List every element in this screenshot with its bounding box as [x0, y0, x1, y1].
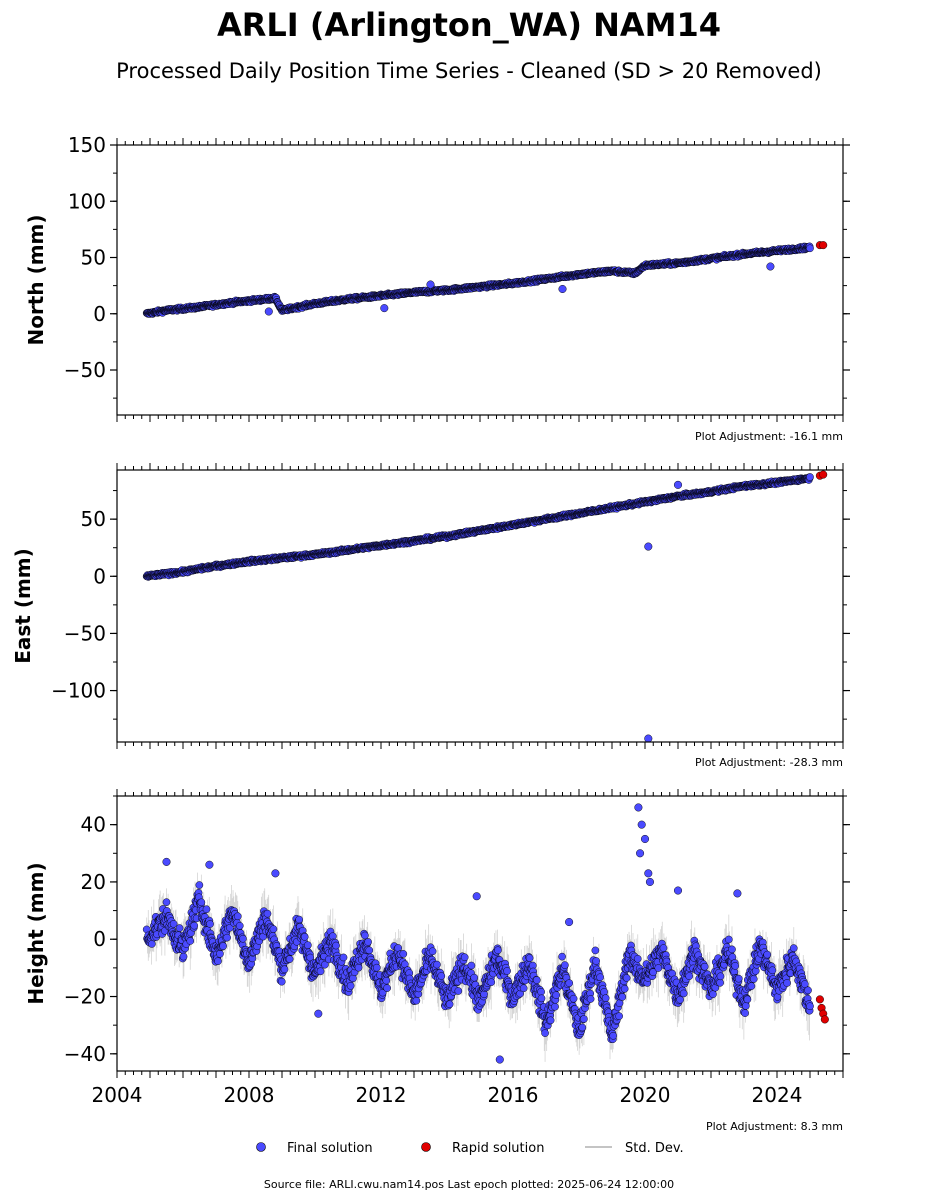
- outlier-point: [264, 307, 273, 316]
- plot-adjustment-note: Plot Adjustment: -16.1 mm: [695, 430, 843, 443]
- y-tick-label: 150: [68, 133, 106, 157]
- final-solution-points: [142, 473, 814, 742]
- x-axis: [116, 138, 844, 422]
- plot-area: [142, 241, 828, 318]
- stddev-lines: [146, 242, 811, 318]
- final-solution-points: [142, 242, 814, 318]
- chart-title: ARLI (Arlington_WA) NAM14: [217, 6, 721, 44]
- outlier-point: [766, 262, 775, 271]
- y-tick-label: 0: [93, 302, 106, 326]
- y-axis: −50 0 50 100 150: [64, 133, 850, 399]
- outlier-point: [426, 280, 435, 289]
- outlier-point: [558, 284, 567, 294]
- y-tick-label: 50: [81, 246, 106, 270]
- y-tick-label: 100: [68, 189, 106, 213]
- chart-subtitle: Processed Daily Position Time Series - C…: [116, 59, 822, 83]
- y-tick-label: −50: [64, 358, 106, 382]
- outlier-point: [380, 304, 389, 313]
- y-axis-label: North (mm): [24, 214, 48, 345]
- panel-north: −50 0 50 100 150 North (mm) Plot Adjustment: -…: [24, 133, 850, 443]
- rapid-solution-points: [815, 241, 828, 250]
- final-point: [806, 244, 814, 253]
- rapid-point: [819, 241, 828, 250]
- plot-frame: [116, 144, 844, 416]
- plot-area: [142, 470, 828, 742]
